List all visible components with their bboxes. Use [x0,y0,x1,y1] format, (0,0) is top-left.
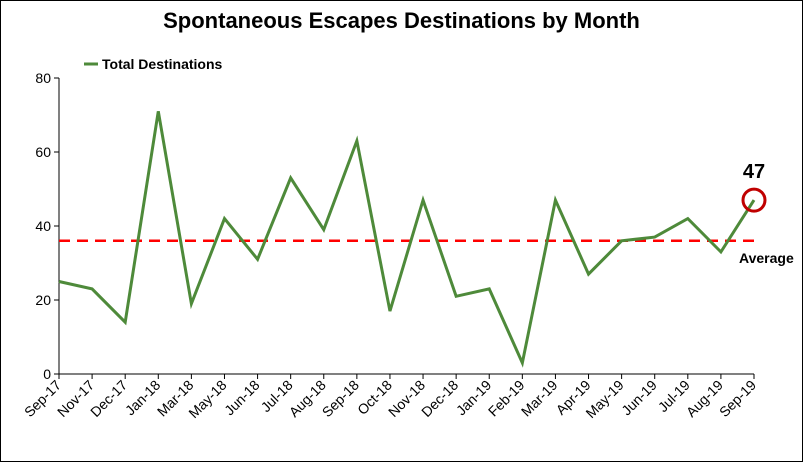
x-tick-label: Jun-18 [221,377,263,419]
data-point [355,139,358,142]
y-tick-label: 40 [35,218,51,234]
data-point [58,280,61,283]
data-point [124,321,127,324]
data-point [521,361,524,364]
data-point [157,110,160,113]
data-point [322,228,325,231]
x-tick-label: Sep-18 [319,377,362,420]
data-point [422,199,425,202]
data-point [256,258,259,261]
callout-circle [741,187,767,213]
y-tick-label: 20 [35,292,51,308]
y-tick-label: 0 [43,366,51,382]
y-tick-label: 60 [35,144,51,160]
data-point [455,295,458,298]
x-tick-label: Feb-19 [485,377,528,420]
data-point [289,176,292,179]
x-tick-label: Jun-19 [618,377,660,419]
legend-label: Total Destinations [102,56,223,72]
average-label: Average [739,250,794,266]
data-point [554,199,557,202]
series-line-total-destinations [58,111,756,368]
callout-label: 47 [743,161,765,183]
data-point [223,217,226,220]
data-point [91,287,94,290]
y-tick-label: 80 [35,70,51,86]
x-tick-label: Dec-18 [418,377,461,420]
x-tick-label: May-18 [185,377,229,421]
data-point [686,217,689,220]
data-point [719,250,722,253]
x-tick-label: Mar-19 [518,377,561,420]
x-tick-label: Dec-17 [87,377,130,420]
data-point [753,199,756,202]
data-point [388,310,391,313]
x-tick-label: May-19 [582,377,626,421]
x-tick-label: Sep-19 [716,377,759,420]
data-point [190,302,193,305]
chart-title: Spontaneous Escapes Destinations by Mont… [163,8,640,33]
data-point [653,236,656,239]
data-point [620,239,623,242]
data-point [587,273,590,276]
data-point [488,287,491,290]
